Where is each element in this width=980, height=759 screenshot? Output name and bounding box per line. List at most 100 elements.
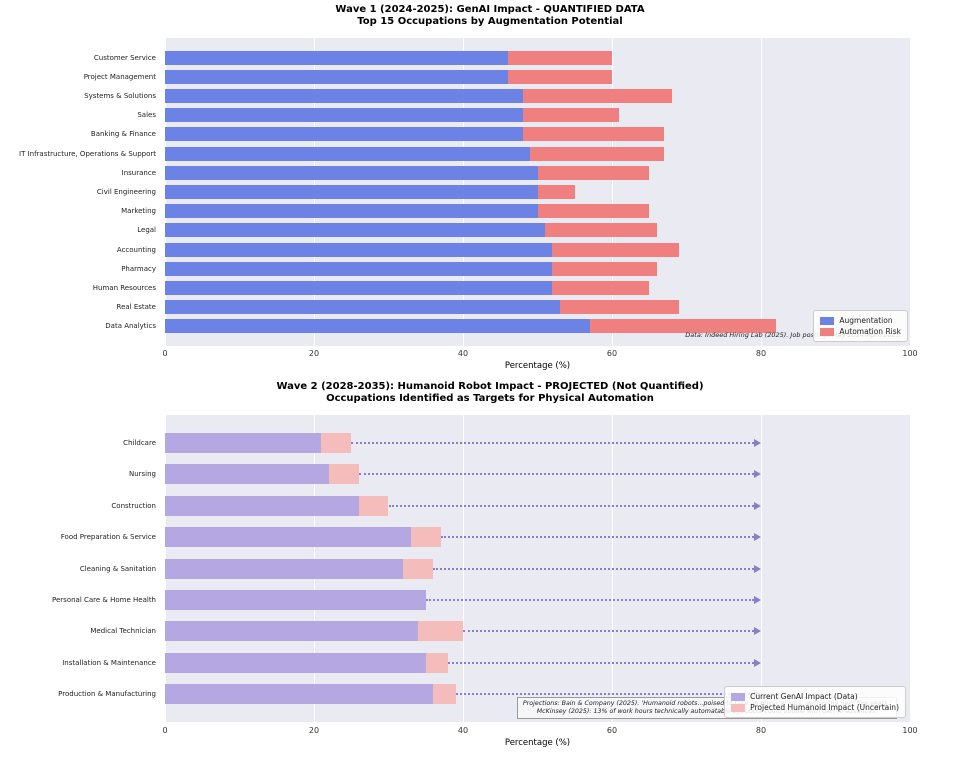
legend: Current GenAI Impact (Data) Projected Hum… (724, 686, 906, 718)
y-tick-label: Food Preparation & Service (60, 533, 156, 542)
bar-row (165, 69, 910, 84)
bar-segment-projected-humanoid-impact-uncertain- (403, 558, 434, 579)
bar-segment-automation-risk (507, 69, 612, 84)
bar-segment-augmentation (165, 69, 508, 84)
projection-arrow-head (753, 533, 761, 542)
bar-segment-current-genai-impact-data- (165, 495, 359, 516)
gridline (910, 38, 911, 346)
bar-segment-augmentation (165, 319, 590, 334)
wave1-genai-chart: Wave 1 (2024-2025): GenAI Impact - QUANT… (0, 0, 980, 375)
bar-segment-current-genai-impact-data- (165, 684, 434, 705)
legend: Augmentation Automation Risk (813, 310, 908, 342)
y-tick-label: Cleaning & Sanitation (79, 564, 156, 573)
y-tick-label: Pharmacy (121, 264, 156, 273)
legend-label: Automation Risk (839, 327, 901, 336)
projection-arrow-line (351, 441, 754, 444)
bar-segment-automation-risk (537, 165, 650, 180)
y-tick-label: Construction (111, 501, 156, 510)
y-tick-label: IT Infrastructure, Operations & Support (19, 149, 156, 158)
x-axis-ticks: 0 20 40 60 80 100 (162, 349, 917, 359)
y-tick-label: Marketing (121, 207, 156, 216)
bar-segment-automation-risk (552, 261, 657, 276)
bars-layer (165, 427, 910, 710)
bar-row (165, 621, 910, 642)
bar-row (165, 300, 910, 315)
bar-segment-augmentation (165, 50, 508, 65)
bar-row (165, 432, 910, 453)
y-tick-label: Human Resources (92, 284, 156, 292)
projection-arrow-head (753, 438, 761, 447)
x-tick-label: 20 (308, 349, 320, 358)
data-source-annotation: Data: Indeed Hiring Lab (2025). Job post… (685, 331, 902, 339)
y-tick-label: Installation & Maintenance (62, 658, 156, 667)
bar-row (165, 319, 910, 334)
bar-segment-projected-humanoid-impact-uncertain- (433, 684, 456, 705)
projection-arrow-line (448, 661, 754, 664)
bar-row (165, 204, 910, 219)
legend-item: Projected Humanoid Impact (Uncertain) (731, 703, 899, 712)
legend-label: Current GenAI Impact (Data) (750, 692, 858, 701)
x-axis-label: Percentage (%) (504, 361, 571, 371)
legend-item: Automation Risk (820, 327, 901, 336)
bar-segment-projected-humanoid-impact-uncertain- (425, 652, 449, 673)
gridline (612, 38, 613, 346)
bar-segment-automation-risk (552, 242, 680, 257)
y-tick-label: Customer Service (93, 53, 156, 62)
bar-segment-current-genai-impact-data- (165, 464, 329, 485)
y-tick-label: Personal Care & Home Health (52, 595, 156, 604)
x-axis-label: Percentage (%) (504, 738, 571, 748)
projection-arrow-line (440, 536, 754, 539)
bar-segment-augmentation (165, 88, 523, 103)
y-tick-label: Real Estate (116, 303, 156, 312)
x-tick-label: 40 (457, 726, 469, 735)
bar-segment-automation-risk (537, 204, 650, 219)
bar-row (165, 108, 910, 123)
y-tick-label: Civil Engineering (96, 188, 156, 196)
bar-row (165, 165, 910, 180)
y-tick-label: Sales (137, 111, 156, 120)
bar-segment-current-genai-impact-data- (165, 558, 404, 579)
legend-swatch (731, 703, 746, 712)
bar-row (165, 242, 910, 257)
projection-arrow-head (753, 564, 761, 573)
projection-arrow-line (358, 473, 754, 476)
bar-row (165, 652, 910, 673)
y-tick-label: Systems & Solutions (84, 91, 156, 100)
bar-row (165, 223, 910, 238)
y-tick-label: Legal (137, 226, 156, 235)
chart-subtitle: Occupations Identified as Targets for Ph… (326, 393, 654, 404)
projection-arrow-line (433, 567, 754, 570)
bar-segment-automation-risk (530, 146, 665, 161)
chart-title: Wave 2 (2028-2035): Humanoid Robot Impac… (276, 381, 704, 392)
bar-row (165, 464, 910, 485)
bar-segment-current-genai-impact-data- (165, 589, 426, 610)
legend-swatch (820, 316, 835, 325)
projection-arrow-line (388, 504, 754, 507)
projection-arrow-head (753, 627, 761, 636)
bar-segment-augmentation (165, 108, 523, 123)
bar-segment-automation-risk (522, 108, 620, 123)
y-tick-label: Accounting (116, 245, 156, 254)
x-tick-label: 0 (162, 726, 168, 735)
bar-segment-automation-risk (522, 127, 665, 142)
bar-row (165, 185, 910, 199)
bar-row (165, 684, 910, 705)
bar-row (165, 127, 910, 142)
bar-segment-augmentation (165, 281, 553, 295)
y-tick-label: Production & Manufacturing (58, 690, 156, 699)
bar-segment-projected-humanoid-impact-uncertain- (410, 527, 441, 548)
y-tick-label: Banking & Finance (90, 130, 156, 139)
bar-segment-augmentation (165, 165, 538, 180)
chart-subtitle: Top 15 Occupations by Augmentation Poten… (357, 16, 623, 27)
y-axis-labels: Customer Service Project Management System… (0, 48, 160, 336)
bar-row (165, 50, 910, 65)
bar-segment-automation-risk (544, 223, 657, 238)
wave2-humanoid-chart: Wave 2 (2028-2035): Humanoid Robot Impac… (0, 375, 980, 759)
bar-segment-automation-risk (589, 319, 776, 334)
bar-segment-augmentation (165, 127, 523, 142)
x-tick-label: 20 (308, 726, 320, 735)
projections-annotation-line2: McKinsey (2025): 13% of work hours techn… (536, 708, 878, 715)
chart-title: Wave 1 (2024-2025): GenAI Impact - QUANT… (335, 4, 645, 15)
bar-segment-augmentation (165, 204, 538, 219)
